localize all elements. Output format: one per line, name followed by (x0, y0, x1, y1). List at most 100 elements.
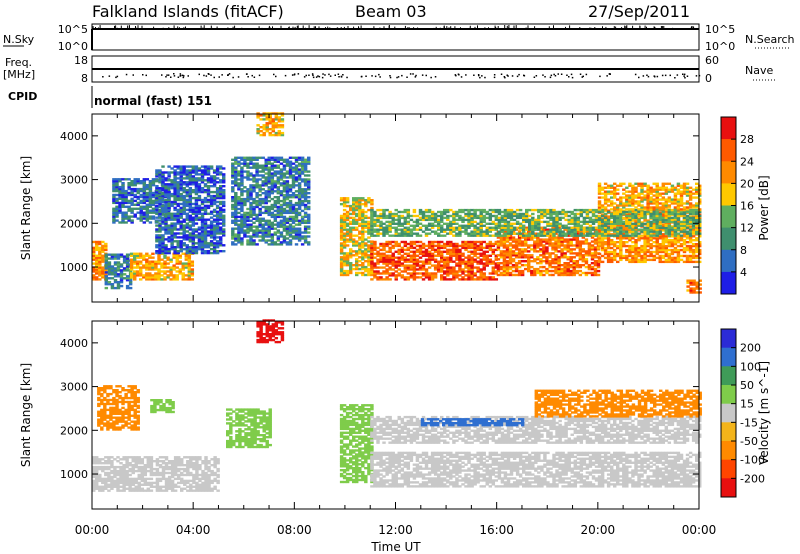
range-gate-cell (361, 214, 365, 218)
range-gate-cell (151, 209, 156, 212)
range-gate-cell (252, 231, 256, 234)
range-gate-cell (258, 209, 262, 213)
nave-dot (609, 73, 611, 75)
range-gate-cell (136, 191, 140, 195)
range-gate-cell (197, 212, 202, 215)
range-gate-cell (367, 199, 371, 202)
nave-dot (503, 76, 506, 78)
range-gate-cell (142, 193, 147, 197)
range-gate-cell (496, 267, 501, 271)
range-gate-cell (276, 213, 281, 217)
range-gate-cell (539, 238, 543, 241)
range-gate-cell (578, 273, 583, 277)
range-gate-cell (151, 199, 156, 203)
range-gate-cell (376, 228, 380, 231)
range-gate-cell (300, 194, 305, 197)
range-gate-cell (279, 243, 284, 246)
range-gate-cell (358, 206, 362, 210)
range-gate-cell (122, 255, 127, 258)
range-gate-cell (252, 174, 256, 177)
range-gate-cell (476, 240, 480, 244)
range-gate-cell (658, 248, 662, 252)
range-gate-cell (240, 219, 244, 222)
range-gate-cell (273, 180, 278, 183)
range-gate-cell (667, 248, 672, 252)
range-gate-cell (273, 158, 278, 161)
range-gate-cell (197, 169, 202, 172)
range-gate-cell (502, 269, 507, 273)
range-gate-cell (243, 162, 247, 165)
range-gate-cell (631, 258, 635, 262)
range-gate-cell (282, 197, 287, 201)
range-gate-cell (358, 242, 362, 245)
nave-dot (275, 75, 277, 78)
range-gate-cell (349, 226, 353, 229)
range-gate-cell (273, 227, 278, 230)
range-gate-cell (155, 210, 159, 213)
range-gate-cell (339, 220, 344, 224)
range-gate-cell (597, 243, 602, 246)
range-gate-cell (403, 264, 408, 267)
range-gate-cell (560, 248, 564, 251)
range-gate-cell (403, 268, 408, 271)
range-gate-cell (121, 191, 125, 195)
range-gate-cell (128, 283, 133, 286)
range-gate-cell (197, 208, 202, 212)
range-gate-cell (158, 251, 162, 255)
nave-dot (506, 74, 508, 76)
range-gate-cell (258, 213, 262, 217)
range-gate-cell (294, 237, 299, 240)
range-gate-cell (514, 248, 519, 251)
range-gate-cell (467, 262, 471, 265)
range-gate-cell (237, 160, 241, 163)
range-gate-cell (473, 258, 477, 261)
range-gate-cell (231, 182, 235, 185)
range-gate-cell (194, 248, 199, 251)
range-gate-cell (276, 199, 281, 203)
range-gate-cell (596, 273, 601, 277)
range-gate-cell (167, 216, 171, 219)
range-gate-cell (367, 260, 371, 263)
range-gate-cell (222, 228, 226, 231)
range-gate-cell (185, 218, 190, 221)
range-gate-cell (430, 264, 435, 267)
range-gate-cell (545, 242, 549, 245)
range-gate-cell (499, 252, 504, 255)
range-gate-cell (455, 250, 459, 253)
range-gate-cell (237, 184, 241, 187)
range-gate-cell (520, 273, 525, 277)
range-gate-cell (391, 218, 395, 222)
range-gate-cell (270, 241, 275, 244)
range-gate-cell (163, 264, 167, 267)
range-gate-cell (219, 181, 223, 184)
range-gate-cell (658, 260, 662, 264)
nave-dot (247, 76, 249, 78)
range-gate-cell (273, 233, 278, 236)
range-gate-cell (631, 250, 635, 254)
range-gate-cell (508, 238, 513, 241)
range-gate-cell (219, 232, 223, 235)
range-gate-cell (542, 240, 546, 243)
range-gate-cell (155, 169, 159, 172)
range-gate-cell (391, 272, 395, 275)
range-gate-cell (291, 231, 296, 234)
range-gate-cell (95, 262, 99, 265)
range-gate-cell (303, 160, 308, 163)
range-gate-cell (578, 244, 583, 247)
range-gate-cell (188, 181, 193, 184)
range-gate-cell (136, 266, 140, 269)
range-gate-cell (151, 264, 155, 267)
range-gate-cell (539, 254, 543, 257)
range-gate-cell (133, 203, 137, 206)
range-gate-cell (631, 211, 635, 214)
range-gate-cell (112, 219, 116, 222)
range-gate-cell (191, 171, 196, 174)
range-gate-cell (191, 238, 196, 241)
range-gate-cell (294, 176, 299, 179)
range-gate-cell (209, 230, 214, 233)
range-gate-cell (610, 246, 614, 250)
range-gate-cell (261, 239, 265, 242)
range-gate-cell (191, 169, 196, 172)
range-gate-cell (158, 196, 162, 200)
range-gate-cell (170, 242, 174, 245)
